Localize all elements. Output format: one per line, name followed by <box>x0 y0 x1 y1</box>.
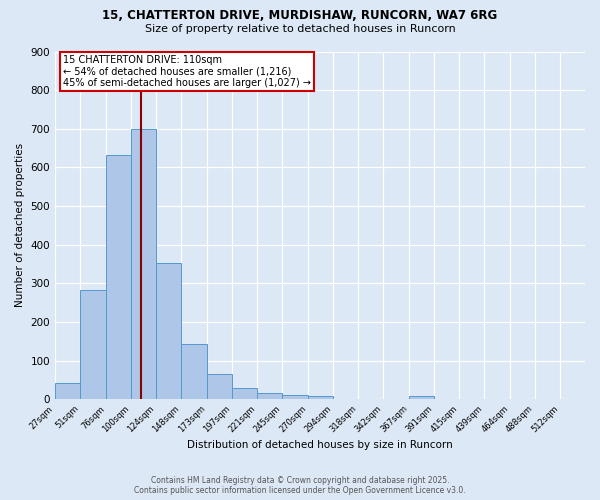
Bar <box>232 388 257 399</box>
Bar <box>308 396 333 399</box>
Bar <box>409 396 434 399</box>
Bar <box>257 392 282 399</box>
Bar <box>55 383 80 399</box>
Bar <box>156 263 181 399</box>
Bar <box>80 290 106 399</box>
Bar <box>106 154 131 399</box>
Text: Size of property relative to detached houses in Runcorn: Size of property relative to detached ho… <box>145 24 455 34</box>
Text: Contains HM Land Registry data © Crown copyright and database right 2025.
Contai: Contains HM Land Registry data © Crown c… <box>134 476 466 495</box>
Y-axis label: Number of detached properties: Number of detached properties <box>15 144 25 308</box>
Bar <box>207 374 232 399</box>
Bar <box>131 129 156 399</box>
Text: 15, CHATTERTON DRIVE, MURDISHAW, RUNCORN, WA7 6RG: 15, CHATTERTON DRIVE, MURDISHAW, RUNCORN… <box>103 9 497 22</box>
X-axis label: Distribution of detached houses by size in Runcorn: Distribution of detached houses by size … <box>187 440 453 450</box>
Bar <box>282 394 308 399</box>
Bar <box>181 344 207 399</box>
Text: 15 CHATTERTON DRIVE: 110sqm
← 54% of detached houses are smaller (1,216)
45% of : 15 CHATTERTON DRIVE: 110sqm ← 54% of det… <box>63 55 311 88</box>
